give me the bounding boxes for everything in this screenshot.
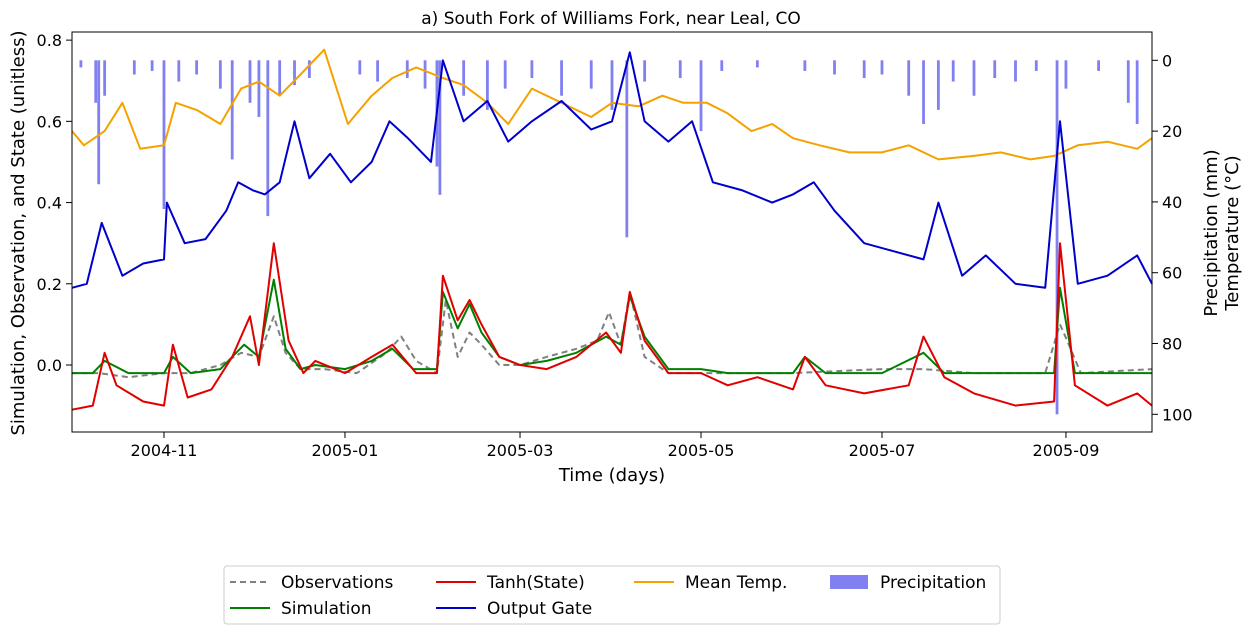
x-tick-label: 2005-03 <box>487 441 554 460</box>
y-axis-right-label-precip: Precipitation (mm) <box>1201 149 1222 316</box>
precipitation-bar <box>293 60 296 86</box>
y-tick-label-left: 0.0 <box>37 356 62 375</box>
precipitation-bar <box>97 60 101 185</box>
chart-title: a) South Fork of Williams Fork, near Lea… <box>421 9 801 29</box>
y-tick-label-right: 0 <box>1162 51 1172 70</box>
series-line-mean-temp <box>71 48 1153 161</box>
precipitation-bar <box>195 60 199 75</box>
x-tick-label: 2004-11 <box>131 441 198 460</box>
precipitation-bar <box>862 60 866 79</box>
precipitation-bar <box>150 60 154 71</box>
y-tick-label-right: 40 <box>1162 193 1182 212</box>
y-tick-label-left: 0.8 <box>37 31 62 50</box>
legend-label-observations: Observations <box>281 573 394 593</box>
precipitation-bar <box>922 60 925 125</box>
precipitation-bar <box>1055 60 1059 415</box>
y-axis-right-label-temp: Temperature (°C) <box>1222 155 1243 311</box>
y-tick-label-right: 60 <box>1162 264 1182 283</box>
precipitation-bar <box>248 60 252 103</box>
precipitation-bar <box>485 60 489 110</box>
series-line-output-gate <box>71 51 1153 289</box>
y-axis-left: 0.0 0.2 0.4 0.6 0.8 <box>37 31 72 375</box>
precipitation-bar <box>833 60 836 75</box>
y-tick-label-right: 20 <box>1162 122 1182 141</box>
precipitation-bar <box>462 60 466 96</box>
precipitation-bar <box>218 60 222 89</box>
precipitation-bar <box>755 60 759 68</box>
precipitation-bar <box>972 60 976 96</box>
plot-frame <box>71 31 1153 433</box>
series-line-simulation <box>72 278 1152 375</box>
precipitation-bar <box>678 60 682 79</box>
precipitation-bar <box>405 60 409 79</box>
precipitation-bar <box>177 60 181 82</box>
y-tick-label-right: 100 <box>1162 405 1193 424</box>
precipitation-bar <box>79 60 83 68</box>
x-axis: 2004-11 2005-01 2005-03 2005-05 2005-07 2005-… <box>131 432 1100 460</box>
legend-swatch-precipitation <box>830 575 868 589</box>
precipitation-bar <box>1135 60 1139 125</box>
precipitation-bar <box>266 60 270 217</box>
precipitation-bar <box>530 60 534 79</box>
legend-label-tanh-state: Tanh(State) <box>486 573 585 593</box>
precipitation-bar <box>438 60 442 195</box>
precipitation-bar <box>257 60 261 117</box>
precipitation-bar <box>589 60 593 89</box>
precipitation-bar <box>423 60 427 89</box>
x-tick-label: 2005-05 <box>668 441 735 460</box>
precipitation-bar <box>94 60 98 103</box>
x-tick-label: 2005-07 <box>849 441 916 460</box>
precipitation-bar <box>643 60 647 82</box>
x-tick-label: 2005-01 <box>312 441 379 460</box>
precipitation-bar <box>103 60 107 96</box>
precipitation-bar <box>1034 60 1038 71</box>
legend-label-mean-temp: Mean Temp. <box>685 573 787 593</box>
precipitation-bar <box>610 60 614 110</box>
legend: Observations Simulation Tanh(State) Outp… <box>223 565 1001 625</box>
legend-label-output-gate: Output Gate <box>487 599 592 619</box>
y-axis-left-label: Simulation, Observation, and State (unit… <box>8 30 29 435</box>
precipitation-bar <box>503 60 507 89</box>
precipitation-bar <box>230 60 234 160</box>
precipitation-bar <box>1097 60 1100 71</box>
precipitation-bar <box>307 60 311 79</box>
y-tick-label-right: 80 <box>1162 335 1182 354</box>
precipitation-bar <box>993 60 997 79</box>
precipitation-bar <box>880 60 884 75</box>
precipitation-bar <box>907 60 911 96</box>
precipitation-bar <box>699 60 703 132</box>
precipitation-bar <box>625 60 629 238</box>
series-line-observations <box>72 290 1153 379</box>
x-tick-label: 2005-09 <box>1033 441 1100 460</box>
y-axis-right: 0 20 40 60 80 100 <box>1152 51 1193 424</box>
precipitation-bar <box>1014 60 1017 82</box>
y-tick-label-left: 0.2 <box>37 275 62 294</box>
precipitation-bar <box>376 60 380 82</box>
precipitation-bar <box>936 60 940 110</box>
legend-label-precipitation: Precipitation <box>880 573 986 593</box>
precipitation-bars <box>79 60 1139 415</box>
precipitation-bar <box>1064 60 1068 89</box>
precipitation-bar <box>720 60 724 71</box>
precipitation-bar <box>803 60 807 71</box>
precipitation-bar <box>162 60 166 209</box>
precipitation-bar <box>132 60 136 75</box>
precipitation-bar <box>358 60 362 75</box>
series-line-tanh-state <box>71 242 1153 411</box>
precipitation-bar <box>951 60 955 82</box>
x-axis-label: Time (days) <box>558 465 665 486</box>
legend-label-simulation: Simulation <box>281 599 372 619</box>
series-lines <box>71 48 1153 411</box>
precipitation-bar <box>560 60 563 96</box>
legend-box <box>223 565 1001 625</box>
y-tick-label-left: 0.4 <box>37 194 62 213</box>
y-tick-label-left: 0.6 <box>37 112 62 131</box>
precipitation-bar <box>1126 60 1130 103</box>
precipitation-bar <box>278 60 282 96</box>
